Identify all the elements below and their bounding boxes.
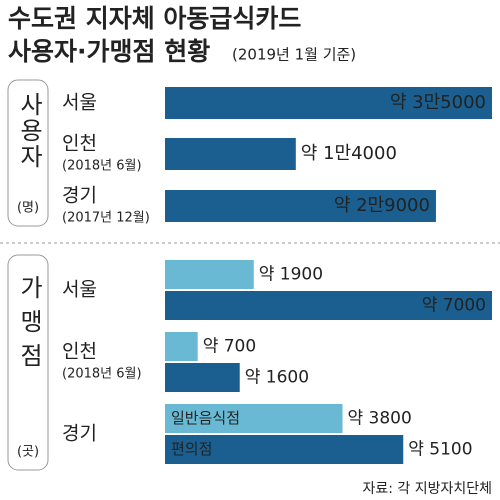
section-label: 가맹점 [15,275,43,377]
category-label: 경기 [62,185,97,207]
subtitle-note: (2019년 1월 기준) [232,46,356,64]
value-label: 약 1만4000 [301,143,397,164]
category-label: 인천 [62,341,97,363]
value-label: 약 5100 [408,440,472,460]
bar [165,363,240,392]
bar [165,404,343,433]
value-label: 약 1600 [245,368,309,388]
series-name: 편의점 [171,440,212,458]
subtitle: 사용자·가맹점 현황 [8,37,210,66]
category-note: (2017년 12월) [62,211,150,226]
section-unit: (곳) [17,445,39,460]
category-label: 서울 [62,279,97,301]
section-frame [7,79,49,227]
section-unit: (명) [17,201,39,216]
value-label: 약 1900 [259,265,323,285]
title: 수도권 지자체 아동급식카드 [8,4,301,33]
bar [165,190,436,222]
value-label: 약 3만5000 [390,92,486,113]
bar [165,435,404,464]
category-note: (2018년 6월) [62,367,142,382]
category-label: 경기 [62,423,97,445]
category-label: 서울 [62,92,97,114]
category-label: 인천 [62,133,97,155]
value-label: 약 3800 [348,409,412,429]
bar [165,260,254,289]
category-note: (2018년 6월) [62,159,142,174]
bar [165,332,198,361]
value-label: 약 700 [203,337,257,357]
source: 자료: 각 지방자치단체 [362,481,492,497]
bar [165,138,296,170]
series-name: 일반음식점 [171,409,240,427]
value-label: 약 2만9000 [334,195,430,216]
bar [165,87,492,119]
section-label: 사용자 [15,92,43,170]
value-label: 약 7000 [422,296,486,316]
section-frame [7,254,49,471]
bar [165,291,492,320]
